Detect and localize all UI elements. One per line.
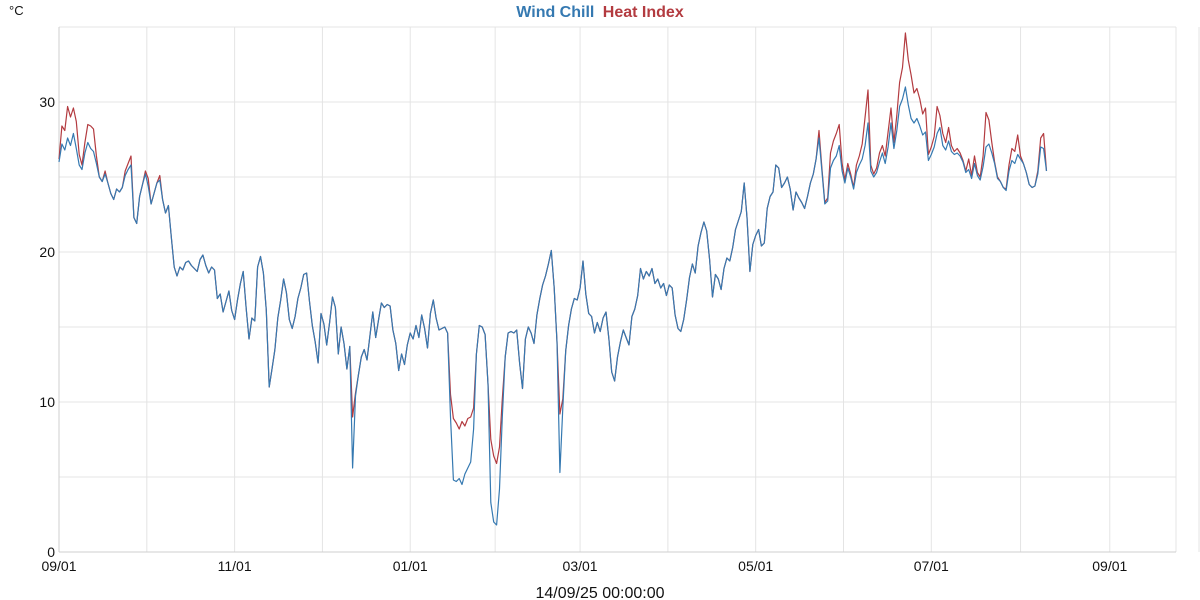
x-axis-ticks: 09/01 11/01 01/01 03/01 05/01 07/01 09/01	[41, 558, 1127, 574]
x-tick-label: 07/01	[914, 558, 949, 574]
y-tick-label: 10	[39, 394, 55, 410]
x-tick-label: 09/01	[1092, 558, 1127, 574]
chart-title: Wind Chill Heat Index	[516, 4, 684, 21]
x-tick-label: 03/01	[563, 558, 598, 574]
y-axis-unit-label: °C	[9, 3, 24, 18]
x-tick-label: 09/01	[41, 558, 76, 574]
title-wind-chill: Wind Chill	[516, 4, 594, 21]
plot-frame	[58, 26, 1177, 553]
x-axis-label: 14/09/25 00:00:00	[535, 585, 664, 600]
y-tick-label: 30	[39, 94, 55, 110]
x-tick-label: 11/01	[218, 558, 252, 574]
grid	[59, 26, 1200, 552]
x-tick-label: 05/01	[738, 558, 773, 574]
y-axis-ticks: 0 10 20 30	[39, 94, 55, 560]
title-heat-index: Heat Index	[603, 4, 684, 21]
series-line-heat-index	[58, 32, 1048, 465]
y-tick-label: 0	[47, 544, 55, 560]
y-tick-label: 20	[39, 244, 55, 260]
series-layer	[58, 32, 1048, 526]
series-line-wind-chill	[58, 86, 1048, 526]
x-tick-label: 01/01	[393, 558, 428, 574]
